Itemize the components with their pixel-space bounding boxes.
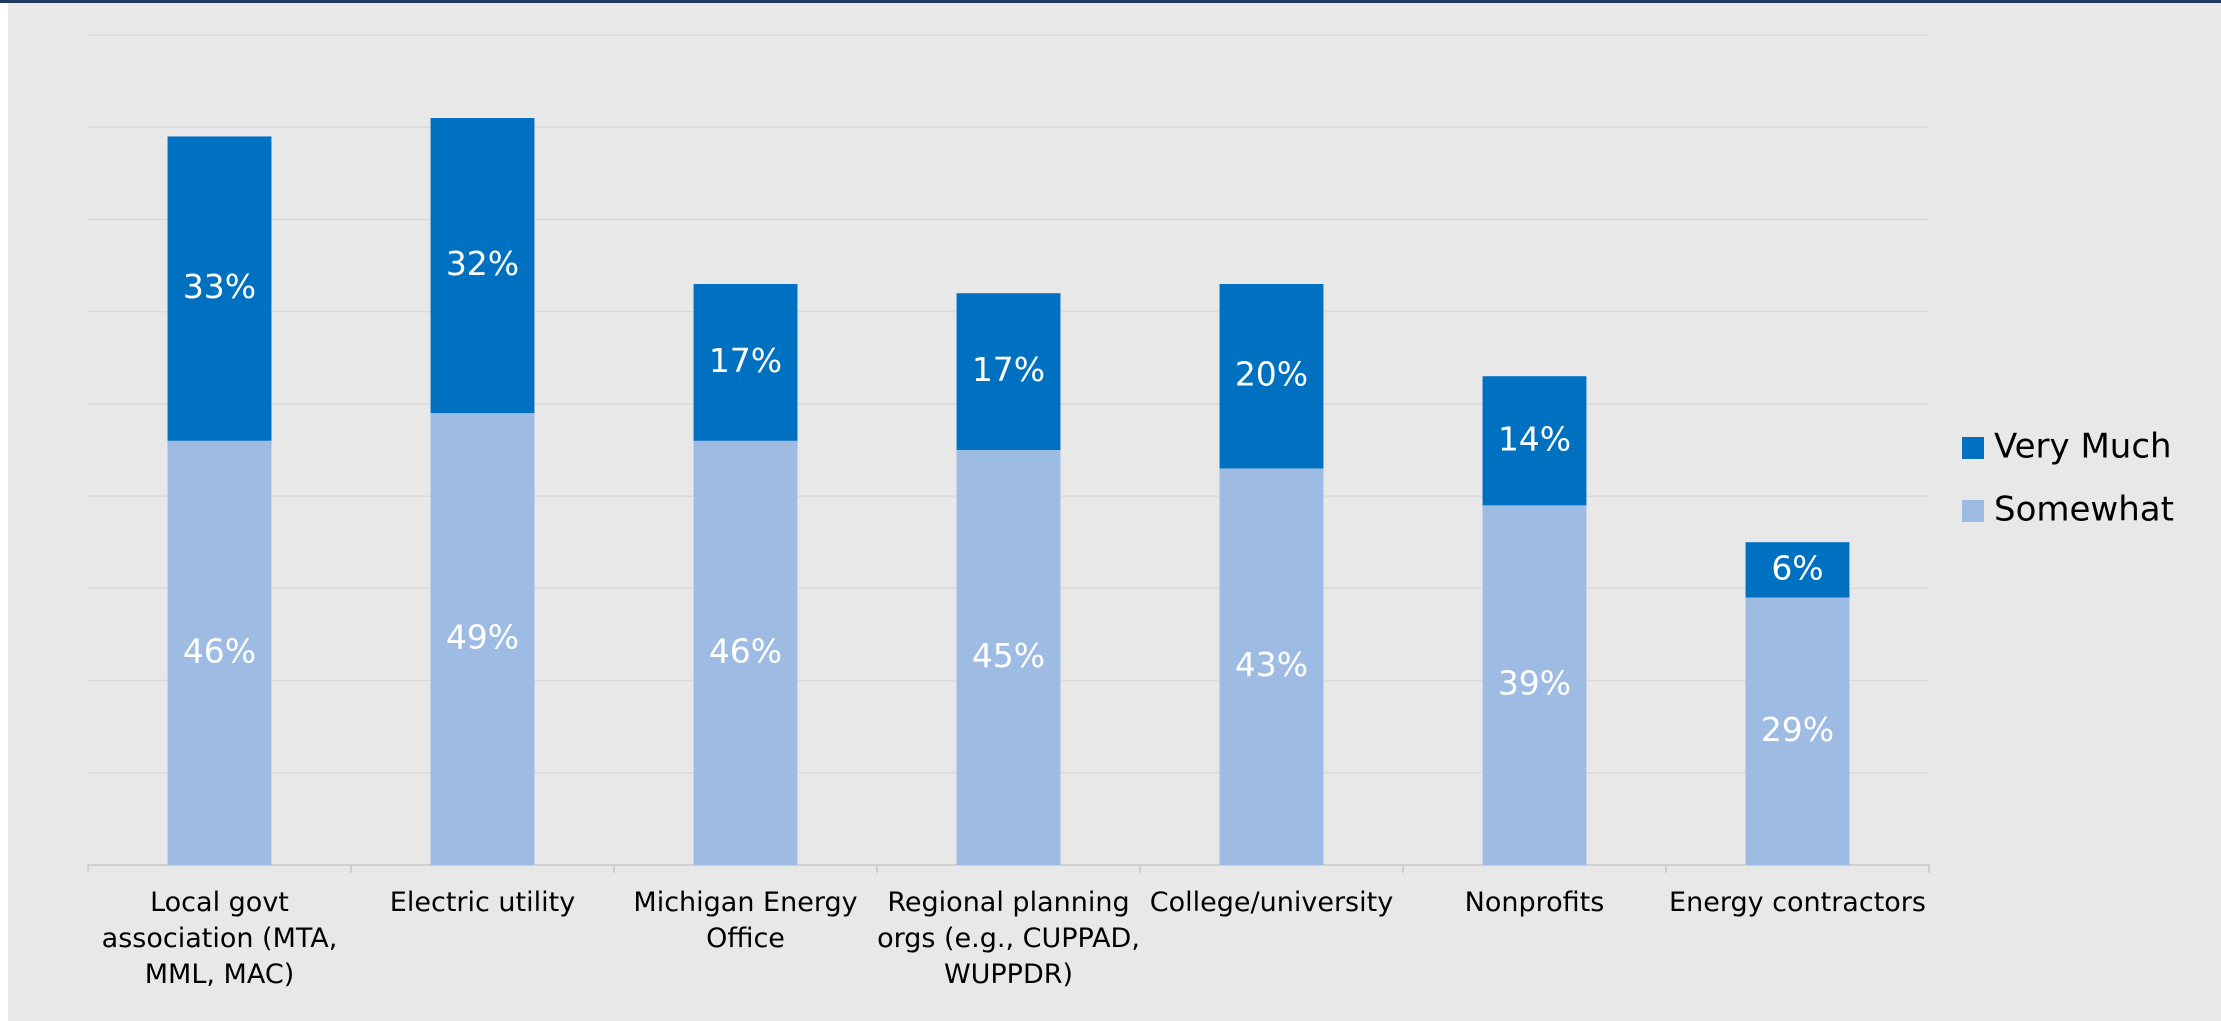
data-label: 43% — [1235, 645, 1308, 684]
bar-segment — [956, 450, 1061, 865]
bar-segment — [430, 118, 535, 414]
x-tick-label-box: Energy contractors — [1669, 887, 1926, 918]
bar-segment — [1745, 542, 1850, 598]
data-label: 29% — [1761, 710, 1834, 749]
legend-label: Somewhat — [1994, 490, 2174, 530]
x-tick-label: Regional planning orgs (e.g., CUPPAD, WU… — [877, 887, 1140, 990]
chart-background — [8, 0, 2221, 1021]
x-tick-label-box: Michigan Energy Office — [633, 887, 858, 954]
legend-swatch — [1962, 500, 1984, 522]
x-tick-label: Nonprofits — [1464, 887, 1605, 918]
bar-segment — [167, 136, 272, 441]
x-tick-label: Local govt association (MTA, MML, MAC) — [101, 887, 338, 990]
bar-segment — [167, 440, 272, 865]
bar-segment — [693, 440, 798, 865]
x-tick-label: Electric utility — [389, 887, 576, 918]
bar-segment — [693, 284, 798, 441]
data-label: 32% — [446, 244, 519, 283]
bar-segment — [1219, 284, 1324, 469]
x-tick-label-box: Local govt association (MTA, MML, MAC) — [101, 887, 338, 990]
data-label: 46% — [183, 631, 256, 670]
data-label: 45% — [972, 636, 1045, 675]
data-label: 14% — [1498, 419, 1571, 458]
bar-segment — [1482, 505, 1587, 865]
x-tick-label-box: Electric utility — [389, 887, 576, 918]
data-label: 17% — [972, 350, 1045, 389]
data-label: 20% — [1235, 355, 1308, 394]
bar-segment — [1482, 376, 1587, 506]
data-label: 6% — [1771, 548, 1823, 587]
bar-segment — [1219, 468, 1324, 865]
x-tick-label: Energy contractors — [1669, 887, 1926, 918]
data-label: 39% — [1498, 664, 1571, 703]
top-border — [0, 0, 2221, 3]
bar-segment — [430, 413, 535, 865]
x-tick-label-box: Nonprofits — [1464, 887, 1605, 918]
data-label: 17% — [709, 341, 782, 380]
x-tick-label: College/university — [1149, 887, 1394, 918]
data-label: 46% — [709, 631, 782, 670]
bar-segment — [1745, 597, 1850, 865]
x-tick-label-box: Regional planning orgs (e.g., CUPPAD, WU… — [877, 887, 1140, 990]
x-tick-label-box: College/university — [1149, 887, 1394, 918]
data-label: 33% — [183, 267, 256, 306]
x-tick-label: Michigan Energy Office — [633, 887, 858, 954]
bar-segment — [956, 293, 1061, 450]
legend-label: Very Much — [1994, 427, 2172, 467]
data-label: 49% — [446, 618, 519, 657]
legend-swatch — [1962, 437, 1984, 459]
